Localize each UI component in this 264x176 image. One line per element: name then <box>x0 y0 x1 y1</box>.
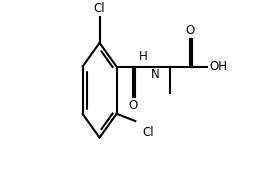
Text: O: O <box>128 99 138 112</box>
Text: N: N <box>150 68 159 81</box>
Text: Cl: Cl <box>143 126 154 139</box>
Text: Cl: Cl <box>94 2 105 15</box>
Text: H: H <box>139 50 148 63</box>
Text: OH: OH <box>209 60 227 73</box>
Text: O: O <box>185 24 194 37</box>
